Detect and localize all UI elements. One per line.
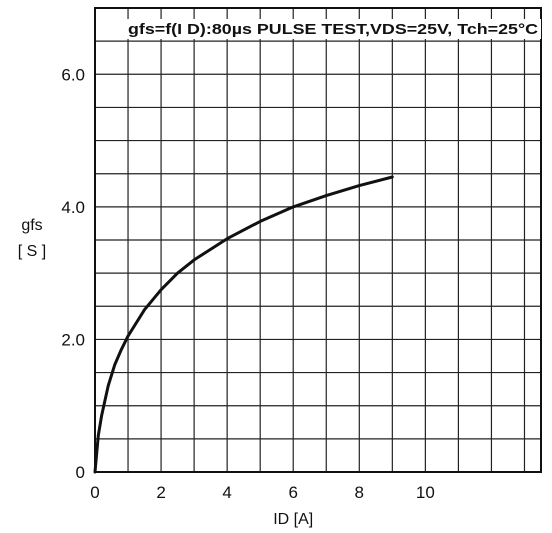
- x-tick-label: 2: [156, 483, 165, 502]
- series-line: [93, 175, 394, 474]
- y-tick-label: 6.0: [61, 65, 85, 84]
- y-tick-label: 4.0: [61, 198, 85, 217]
- x-axis-ticks: 0 2 4 6 8 10: [90, 483, 435, 502]
- x-tick-label: 4: [222, 483, 231, 502]
- y-tick-label: 0: [76, 463, 85, 482]
- chart-annotation: gfs=f(I D):80µs PULSE TEST,VDS=25V, Tch=…: [128, 21, 538, 38]
- y-tick-label: 2.0: [61, 330, 85, 349]
- grid: [95, 8, 541, 472]
- x-tick-label: 0: [90, 483, 99, 502]
- x-tick-label: 8: [355, 483, 364, 502]
- y-axis-unit: [ S ]: [18, 243, 46, 260]
- annotation-background: [122, 19, 541, 39]
- x-tick-label: 10: [416, 483, 435, 502]
- x-axis-label: ID [A]: [273, 511, 313, 528]
- x-tick-label: 6: [288, 483, 297, 502]
- plot-frame: [94, 7, 542, 473]
- y-axis-ticks: 0 2.0 4.0 6.0: [61, 65, 85, 482]
- y-axis-label: gfs: [21, 217, 42, 234]
